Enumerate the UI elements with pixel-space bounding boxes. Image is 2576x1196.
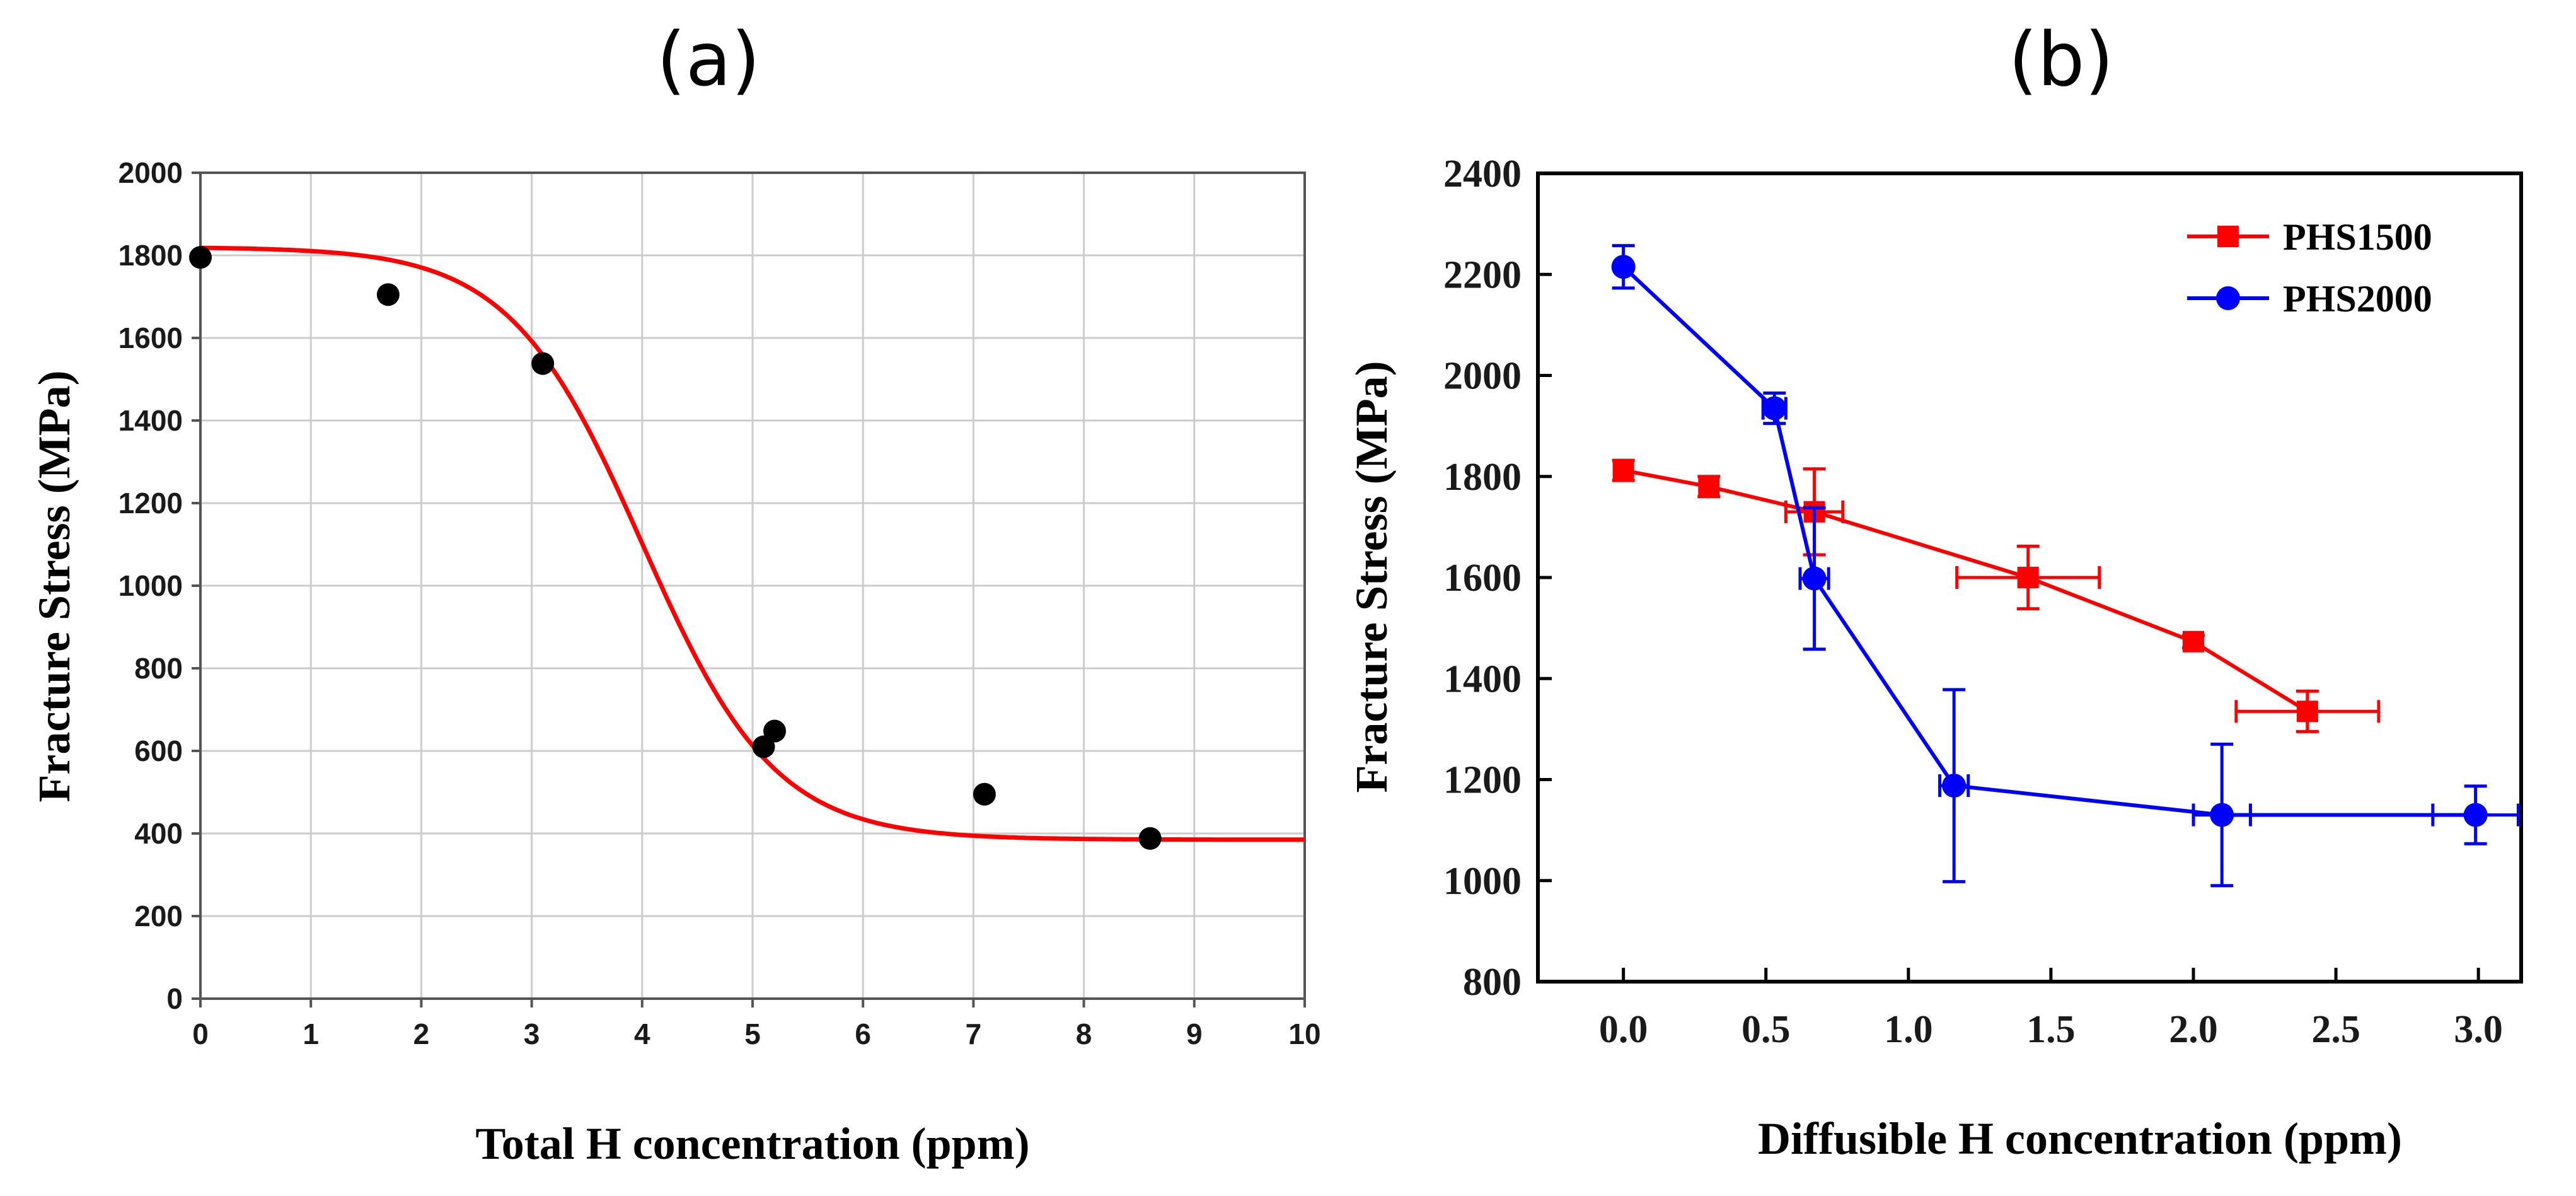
panel-a-x-tick-label: 5 [744, 1018, 761, 1050]
panel-a-x-tick-label: 8 [1076, 1018, 1092, 1050]
panel-a-x-tick-label: 9 [1186, 1018, 1203, 1050]
data-point-phs2000 [1942, 774, 1967, 798]
panel-a-y-tick-label: 0 [166, 982, 183, 1015]
panel-a-data-point [763, 719, 787, 743]
panel-b-series [1611, 244, 2520, 888]
panel-b-x-tick-label: 3.0 [2454, 1008, 2503, 1051]
panel-a-y-tick-label: 400 [134, 817, 183, 850]
data-point-phs1500 [2183, 630, 2204, 653]
data-point-phs2000 [1762, 396, 1787, 421]
panel-a-y-tick-label: 1200 [118, 487, 183, 520]
panel-a-data-point [376, 283, 400, 306]
panel-b-ticks: 800 1000 1200 1400 1600 1800 2000 2200 2400 0.0 0.… [1443, 153, 2503, 1051]
data-point-phs2000 [2463, 803, 2488, 827]
panel-b-y-tick-label: 2000 [1443, 355, 1522, 398]
legend-marker-phs1500 [2217, 226, 2239, 247]
panel-a: (a) 020040060080010001200140016001800200… [29, 16, 1321, 1169]
panel-b-y-tick-label: 2200 [1443, 253, 1522, 296]
panel-a-y-tick-label: 800 [134, 652, 183, 685]
panel-a-x-tick-label: 4 [634, 1018, 650, 1050]
panel-b-x-tick-label: 0.5 [1741, 1008, 1791, 1051]
panel-b-y-axis-title: Fracture Stress (MPa) [1346, 361, 1397, 792]
data-point-phs2000 [2210, 803, 2234, 827]
data-point-phs1500 [2017, 567, 2039, 588]
data-point-phs1500 [2296, 700, 2318, 723]
panel-a-data-point [189, 246, 212, 269]
legend-label-phs2000: PHS2000 [2283, 278, 2432, 320]
panel-a-y-tick-label: 2000 [118, 156, 183, 189]
panel-b-x-tick-label: 1.0 [1884, 1008, 1933, 1051]
series-line-phs2000 [1622, 265, 2476, 817]
panel-b-y-tick-label: 1800 [1443, 456, 1522, 499]
panel-a-y-tick-label: 200 [134, 900, 183, 932]
panel-a-ticks: 0 200 400 600 800 1000 1200 1400 1600 1800 2000 0 1 2… [118, 156, 1321, 1050]
panel-b-y-tick-label: 1000 [1443, 860, 1522, 903]
panel-b-y-tick-label: 1400 [1443, 658, 1522, 700]
legend-label-phs1500: PHS1500 [2283, 216, 2432, 258]
panel-a-x-tick-label: 3 [524, 1018, 540, 1050]
panel-a-y-tick-label: 1600 [118, 322, 183, 354]
panel-a-x-tick-label: 0 [192, 1018, 209, 1050]
series-line-phs1500 [1623, 468, 2309, 713]
panel-b-y-tick-label: 1600 [1443, 557, 1522, 600]
panel-b-x-tick-label: 2.5 [2311, 1008, 2360, 1051]
legend-marker-phs2000 [2216, 286, 2240, 310]
panel-a-x-tick-label: 1 [303, 1018, 319, 1050]
panel-b-x-tick-label: 0.0 [1599, 1008, 1648, 1051]
data-point-phs2000 [1611, 255, 1636, 279]
panel-a-y-tick-label: 1400 [118, 404, 183, 437]
panel-a-y-axis-title: Fracture Stress (MPa) [29, 370, 79, 802]
series-phs1500 [1612, 458, 2381, 733]
panel-b-legend: PHS1500 PHS2000 [2187, 216, 2432, 320]
panel-b: (b) 800 1000 1200 1400 1600 1800 2000 2200 2400 0… [1346, 16, 2523, 1164]
panel-b-y-tick-label: 2400 [1443, 153, 1522, 195]
panel-a-points [189, 246, 1162, 850]
panel-b-x-axis-title: Diffusible H concentration (ppm) [1758, 1113, 2402, 1164]
panel-a-label: (a) [657, 16, 760, 103]
panel-a-data-point [531, 352, 555, 375]
panel-a-data-point [973, 782, 996, 806]
data-point-phs1500 [1612, 460, 1634, 482]
series-phs2000 [1611, 244, 2520, 888]
panel-a-x-tick-label: 2 [413, 1018, 430, 1050]
panel-a-x-axis-title: Total H concentration (ppm) [475, 1118, 1029, 1169]
panel-a-x-tick-label: 10 [1288, 1018, 1320, 1050]
panel-b-x-tick-label: 2.0 [2169, 1008, 2218, 1051]
panel-b-x-tick-label: 1.5 [2026, 1008, 2076, 1051]
panel-a-y-tick-label: 1800 [118, 239, 183, 272]
panel-a-data-point [1138, 827, 1162, 850]
panel-a-data-point [752, 735, 775, 758]
panel-b-label: (b) [2009, 16, 2114, 103]
panel-a-x-tick-label: 6 [855, 1018, 871, 1050]
panel-b-y-tick-label: 1200 [1443, 759, 1522, 802]
panel-a-x-tick-label: 7 [966, 1018, 982, 1050]
data-point-phs1500 [1698, 475, 1720, 497]
data-point-phs2000 [1802, 566, 1827, 591]
panel-a-y-tick-label: 600 [134, 734, 183, 767]
panel-b-y-tick-label: 800 [1463, 961, 1522, 1004]
panel-a-grid [200, 173, 1305, 999]
panel-a-y-tick-label: 1000 [118, 569, 183, 602]
